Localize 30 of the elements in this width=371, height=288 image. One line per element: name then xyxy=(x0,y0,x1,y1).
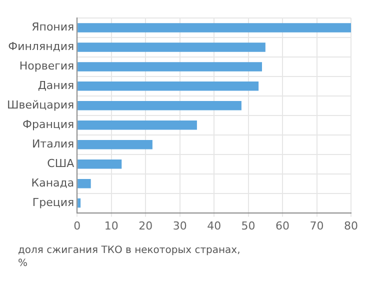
y-tick-label: Финляндия xyxy=(8,40,74,54)
x-tick-label: 0 xyxy=(74,219,81,232)
y-tick-label: США xyxy=(47,156,75,170)
y-tick-label: Франция xyxy=(22,118,74,131)
y-tick-label: Греция xyxy=(32,196,74,209)
x-tick-label: 20 xyxy=(138,219,153,232)
bar xyxy=(78,42,266,52)
y-tick-label: Италия xyxy=(32,137,74,150)
y-tick-label: Япония xyxy=(32,20,74,34)
text: доля сжигания ТКО в некоторых странах, % xyxy=(18,244,242,270)
bar xyxy=(78,82,259,91)
x-tick-label: 70 xyxy=(310,219,324,232)
bar xyxy=(78,120,197,130)
y-tick-label: Норвегия xyxy=(19,60,74,73)
x-tick-label: 60 xyxy=(276,219,290,232)
y-tick-label: Канада xyxy=(31,176,74,190)
y-tick-label: Дания xyxy=(38,79,74,92)
bar xyxy=(78,62,262,72)
x-tick-label: 10 xyxy=(104,219,118,232)
bar xyxy=(78,159,122,169)
bar xyxy=(78,140,152,150)
bar xyxy=(78,178,91,188)
y-tick-label: Швейцария xyxy=(7,98,74,112)
x-tick-label: 50 xyxy=(241,219,256,232)
bar xyxy=(78,101,242,110)
bar xyxy=(78,23,351,32)
x-tick-label: 40 xyxy=(207,219,222,232)
x-tick-label: 30 xyxy=(172,219,187,232)
x-tick-label: 80 xyxy=(344,219,358,232)
bar xyxy=(78,198,81,208)
